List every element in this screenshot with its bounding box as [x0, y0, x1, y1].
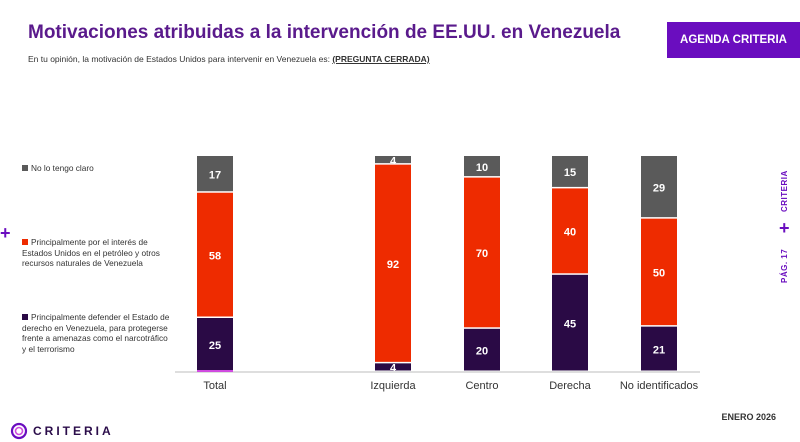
bar-segment [464, 328, 500, 371]
page-title: Motivaciones atribuidas a la intervenció… [28, 22, 621, 43]
legend-label: Principalmente defender el Estado de der… [22, 312, 170, 354]
bar-segment [197, 192, 233, 317]
data-label: 10 [476, 162, 488, 174]
subtitle-question-type: (PREGUNTA CERRADA) [332, 54, 430, 64]
bar-segment [375, 164, 411, 362]
bar-segment [641, 218, 677, 326]
legend-swatch-gray [22, 165, 28, 171]
x-tick-label: Izquierda [370, 380, 416, 392]
bar-segment [375, 363, 411, 371]
data-label: 70 [476, 248, 488, 260]
total-accent-marker [197, 370, 233, 372]
data-label: 25 [209, 340, 221, 352]
data-label: 20 [476, 345, 488, 357]
data-label: 4 [390, 155, 397, 167]
bar-segment [552, 274, 588, 371]
legend-label: No lo tengo claro [31, 163, 94, 173]
bar-segment [641, 326, 677, 371]
data-label: 15 [564, 167, 576, 179]
data-label: 21 [653, 344, 665, 356]
criteria-logo: CRITERIA [10, 422, 114, 440]
legend-swatch-red [22, 239, 28, 245]
x-tick-label: Total [203, 380, 226, 392]
legend-item-petroleo: Principalmente por el interés de Estados… [22, 237, 170, 269]
bar-segment [197, 318, 233, 371]
data-label: 29 [653, 182, 665, 194]
data-label: 45 [564, 318, 576, 330]
bar-segment [464, 177, 500, 328]
legend-label: Principalmente por el interés de Estados… [22, 237, 160, 268]
legend-item-estado-derecho: Principalmente defender el Estado de der… [22, 312, 170, 354]
bar-segment [552, 156, 588, 187]
legend-item-no-claro: No lo tengo claro [22, 163, 170, 174]
x-tick-label: Centro [465, 380, 498, 392]
data-label: 40 [564, 227, 576, 239]
data-label: 17 [209, 169, 221, 181]
data-label: 4 [390, 363, 397, 375]
plus-icon: + [0, 223, 11, 243]
bar-segment [552, 188, 588, 274]
x-tick-label: No identificados [620, 380, 699, 392]
plus-icon: + [779, 218, 790, 238]
report-date: ENERO 2026 [721, 412, 776, 422]
legend-swatch-dark [22, 314, 28, 320]
agenda-criteria-tag: AGENDA CRITERIA [667, 22, 800, 58]
subtitle-text: En tu opinión, la motivación de Estados … [28, 54, 333, 64]
x-tick-label: Derecha [549, 380, 591, 392]
data-label: 50 [653, 268, 665, 280]
bar-segment [464, 156, 500, 177]
page-subtitle: En tu opinión, la motivación de Estados … [28, 54, 430, 64]
criteria-logo-text: CRITERIA [33, 424, 114, 438]
bar-segment [197, 156, 233, 192]
data-label: 58 [209, 250, 221, 262]
bar-segment [375, 156, 411, 164]
bar-segment [641, 156, 677, 218]
data-label: 92 [387, 259, 399, 271]
criteria-logo-icon [10, 422, 28, 440]
